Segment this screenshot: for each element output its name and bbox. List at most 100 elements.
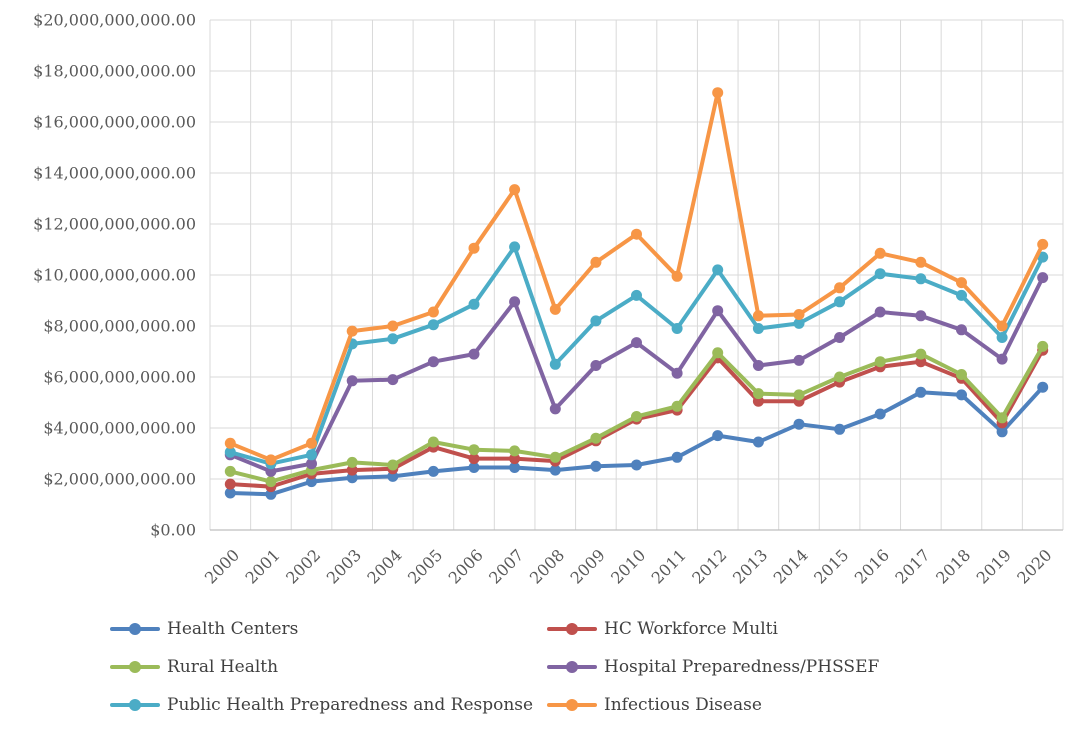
data-point[interactable] bbox=[671, 323, 683, 334]
data-point[interactable] bbox=[468, 242, 480, 254]
data-point[interactable] bbox=[549, 358, 561, 370]
data-point[interactable] bbox=[631, 459, 642, 471]
data-point[interactable] bbox=[712, 430, 724, 442]
data-point[interactable] bbox=[468, 298, 480, 310]
data-point[interactable] bbox=[956, 289, 967, 301]
data-point[interactable] bbox=[387, 459, 399, 471]
data-point[interactable] bbox=[712, 305, 724, 317]
legend-item[interactable]: HC Workforce Multi bbox=[547, 619, 1000, 639]
data-point[interactable] bbox=[509, 296, 521, 308]
data-point[interactable] bbox=[956, 389, 967, 401]
legend-item[interactable]: Rural Health bbox=[110, 657, 547, 677]
data-point[interactable] bbox=[712, 264, 724, 276]
data-point[interactable] bbox=[956, 369, 967, 380]
data-point[interactable] bbox=[793, 389, 805, 401]
data-point[interactable] bbox=[793, 418, 805, 430]
data-point[interactable] bbox=[549, 451, 561, 463]
data-point[interactable] bbox=[468, 453, 480, 465]
series-line-3[interactable] bbox=[228, 275, 1045, 474]
data-point[interactable] bbox=[1037, 381, 1049, 393]
data-point[interactable] bbox=[956, 324, 967, 336]
data-point[interactable] bbox=[752, 310, 764, 322]
data-point[interactable] bbox=[915, 273, 927, 285]
data-point[interactable] bbox=[956, 277, 967, 289]
data-point[interactable] bbox=[590, 360, 602, 371]
data-point[interactable] bbox=[387, 333, 399, 345]
data-point[interactable] bbox=[631, 337, 642, 349]
legend-item[interactable]: Public Health Preparedness and Response bbox=[110, 695, 547, 715]
data-point[interactable] bbox=[346, 472, 358, 484]
data-point[interactable] bbox=[265, 465, 277, 477]
data-point[interactable] bbox=[224, 465, 236, 477]
data-point[interactable] bbox=[549, 303, 561, 315]
data-point[interactable] bbox=[224, 446, 236, 458]
data-point[interactable] bbox=[590, 256, 602, 268]
data-point[interactable] bbox=[468, 348, 480, 360]
data-point[interactable] bbox=[509, 241, 521, 253]
data-point[interactable] bbox=[915, 386, 927, 398]
data-point[interactable] bbox=[549, 403, 561, 415]
data-point[interactable] bbox=[712, 347, 724, 359]
data-point[interactable] bbox=[387, 470, 399, 482]
data-point[interactable] bbox=[671, 451, 683, 463]
data-point[interactable] bbox=[346, 325, 358, 337]
legend-item[interactable]: Hospital Preparedness/PHSSEF bbox=[547, 657, 1000, 677]
data-point[interactable] bbox=[346, 464, 358, 476]
data-point[interactable] bbox=[996, 320, 1008, 332]
data-point[interactable] bbox=[265, 488, 277, 500]
data-point[interactable] bbox=[1037, 238, 1049, 250]
data-point[interactable] bbox=[224, 487, 236, 499]
data-point[interactable] bbox=[834, 332, 846, 343]
data-point[interactable] bbox=[224, 437, 236, 449]
data-point[interactable] bbox=[874, 268, 886, 280]
data-point[interactable] bbox=[509, 462, 521, 473]
data-point[interactable] bbox=[874, 306, 886, 318]
data-point[interactable] bbox=[752, 323, 764, 334]
data-point[interactable] bbox=[468, 462, 480, 473]
data-point[interactable] bbox=[265, 454, 277, 466]
data-point[interactable] bbox=[874, 356, 886, 368]
data-point[interactable] bbox=[631, 411, 642, 422]
data-point[interactable] bbox=[631, 228, 642, 240]
data-point[interactable] bbox=[387, 374, 399, 386]
data-point[interactable] bbox=[468, 444, 480, 456]
legend-item[interactable]: Infectious Disease bbox=[547, 695, 1000, 715]
data-point[interactable] bbox=[509, 453, 521, 465]
data-point[interactable] bbox=[793, 317, 805, 329]
data-point[interactable] bbox=[631, 289, 642, 301]
data-point[interactable] bbox=[752, 360, 764, 371]
data-point[interactable] bbox=[915, 348, 927, 360]
data-point[interactable] bbox=[915, 256, 927, 268]
data-point[interactable] bbox=[915, 310, 927, 322]
data-point[interactable] bbox=[671, 367, 683, 379]
data-point[interactable] bbox=[265, 476, 277, 488]
data-point[interactable] bbox=[590, 432, 602, 444]
data-point[interactable] bbox=[671, 270, 683, 282]
data-point[interactable] bbox=[306, 458, 317, 470]
data-point[interactable] bbox=[671, 400, 683, 412]
data-point[interactable] bbox=[915, 356, 927, 368]
data-point[interactable] bbox=[346, 375, 358, 387]
data-point[interactable] bbox=[752, 436, 764, 448]
data-point[interactable] bbox=[996, 426, 1008, 438]
data-point[interactable] bbox=[306, 449, 317, 461]
data-point[interactable] bbox=[1037, 340, 1049, 352]
data-point[interactable] bbox=[996, 353, 1008, 365]
data-point[interactable] bbox=[996, 412, 1008, 424]
data-point[interactable] bbox=[306, 437, 317, 449]
data-point[interactable] bbox=[996, 332, 1008, 343]
data-point[interactable] bbox=[712, 87, 724, 99]
data-point[interactable] bbox=[874, 408, 886, 420]
data-point[interactable] bbox=[834, 423, 846, 435]
data-point[interactable] bbox=[427, 319, 439, 331]
data-point[interactable] bbox=[427, 465, 439, 477]
data-point[interactable] bbox=[834, 282, 846, 294]
data-point[interactable] bbox=[874, 247, 886, 259]
data-point[interactable] bbox=[590, 315, 602, 327]
data-point[interactable] bbox=[509, 184, 521, 196]
data-point[interactable] bbox=[834, 296, 846, 308]
data-point[interactable] bbox=[549, 464, 561, 476]
data-point[interactable] bbox=[793, 309, 805, 320]
data-point[interactable] bbox=[752, 395, 764, 407]
legend-item[interactable]: Health Centers bbox=[110, 619, 547, 639]
